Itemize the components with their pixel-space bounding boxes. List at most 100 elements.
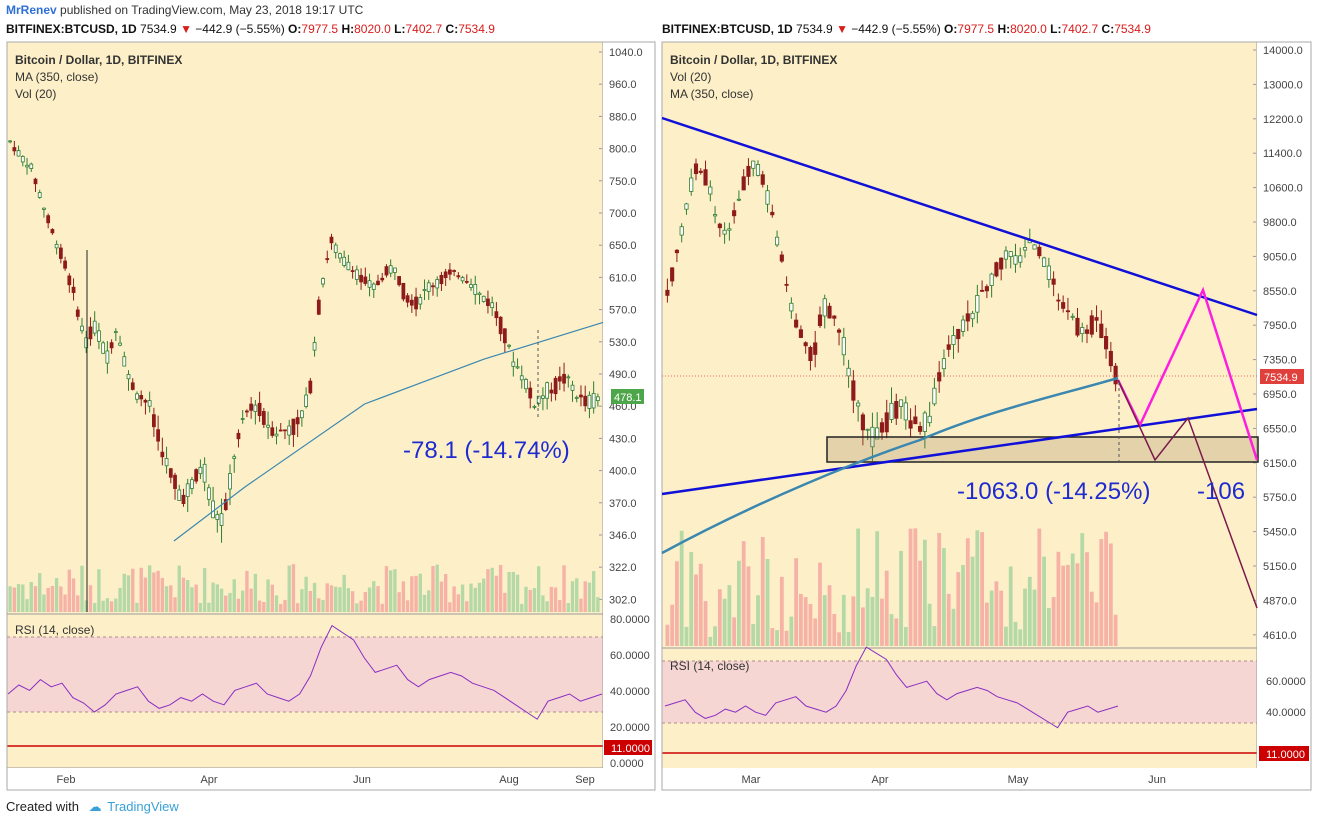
volume-bar (473, 587, 477, 612)
volume-bar (291, 564, 296, 612)
volume-bar (808, 604, 813, 646)
candle-body (519, 375, 524, 381)
candle-body (994, 262, 999, 277)
volume-bar (549, 586, 554, 612)
candle-body (770, 211, 775, 216)
volume-bar (994, 581, 999, 646)
candle-body (105, 350, 110, 364)
candle-body (515, 366, 520, 369)
low-label: L: (394, 22, 406, 36)
volume-bar (970, 556, 975, 646)
volume-bar (88, 585, 93, 612)
candle-body (1080, 327, 1085, 335)
candle-body (751, 160, 756, 169)
open-label: O: (944, 22, 958, 36)
candle-body (970, 312, 975, 320)
candle-body (507, 344, 511, 347)
candle-body (903, 402, 908, 421)
open-value: 7977.5 (301, 22, 339, 36)
volume-bar (67, 569, 72, 612)
candle-body (536, 395, 541, 404)
volume-bar (376, 586, 380, 612)
candle-body (477, 292, 482, 295)
candle-body (316, 299, 321, 315)
volume-bar (511, 571, 516, 612)
candle-body (37, 192, 42, 198)
candle-body (965, 313, 970, 322)
candle-body (464, 280, 469, 283)
volume-bar (131, 568, 135, 612)
volume-bar (465, 601, 469, 612)
candle-body (587, 394, 592, 409)
right-price-pane[interactable] (662, 42, 1257, 648)
candle-body (168, 468, 173, 478)
volume-bar (367, 587, 372, 612)
candle-body (741, 176, 746, 191)
candle-body (215, 514, 220, 520)
right-time-axis[interactable] (662, 768, 1311, 790)
volume-bar (295, 603, 300, 612)
candle-body (813, 342, 818, 355)
left-outer-border (6, 41, 656, 791)
volume-bar (865, 588, 870, 646)
volume-bar (122, 573, 126, 612)
volume-bar (562, 565, 566, 612)
candle-body (350, 270, 355, 272)
low-value: 7402.7 (1061, 22, 1099, 36)
candle-body (545, 382, 550, 399)
candle-body (960, 319, 966, 332)
y-tick-label: 9800.0 (1263, 217, 1297, 229)
volume-bar (899, 550, 903, 646)
volume-bar (587, 582, 592, 612)
candle-body (889, 402, 894, 420)
volume-bar (287, 565, 291, 612)
candle-body (736, 198, 741, 201)
y-tick-label: 6550.0 (1263, 423, 1297, 435)
candle-body (1075, 317, 1080, 336)
publish-info: published on TradingView.com, May 23, 20… (60, 3, 364, 17)
tradingview-brand[interactable]: TradingView (107, 799, 179, 814)
volume-bar (703, 601, 708, 646)
volume-bar (270, 584, 274, 612)
y-tick-label: 960.0 (609, 79, 637, 91)
y-tick-label: 346.0 (609, 530, 637, 542)
volume-bar (80, 565, 84, 612)
volume-bar (846, 631, 851, 646)
candle-body (836, 329, 842, 333)
candle-body (712, 214, 718, 217)
volume-bar (746, 566, 751, 646)
right-price-axis[interactable] (1257, 42, 1311, 790)
price-change: −442.9 (−5.55%) (851, 22, 941, 36)
volume-bar (532, 588, 537, 612)
support-zone-box (826, 436, 1259, 463)
candle-body (173, 474, 177, 489)
left-price-axis[interactable] (603, 42, 655, 790)
left-price-pane[interactable] (7, 42, 603, 614)
candle-body (333, 244, 338, 253)
candle-body (109, 342, 114, 349)
right-last-price-tag: 7534.9 (1264, 372, 1298, 384)
left-time-axis[interactable] (7, 768, 655, 790)
candle-body (689, 177, 694, 192)
close-label: C: (1101, 22, 1115, 36)
candle-body (1032, 244, 1037, 250)
close-label: C: (445, 22, 459, 36)
candle-body (803, 342, 808, 347)
volume-bar (460, 584, 465, 612)
tradingview-logo-icon[interactable]: ☁ (88, 799, 102, 814)
right-measure-label-cut: -106 (1197, 478, 1245, 505)
volume-bar (190, 587, 194, 612)
candle-body (367, 280, 372, 288)
volume-bar (109, 601, 114, 612)
volume-bar (50, 585, 55, 612)
candle-body (321, 278, 325, 285)
candle-body (228, 473, 232, 490)
candle-body (1051, 278, 1056, 285)
candle-body (841, 337, 846, 356)
author-name[interactable]: MrRenev (6, 3, 57, 17)
candle-body (703, 169, 708, 186)
candle-body (308, 380, 313, 394)
volume-bar (1108, 543, 1113, 646)
volume-bar (1042, 556, 1046, 646)
